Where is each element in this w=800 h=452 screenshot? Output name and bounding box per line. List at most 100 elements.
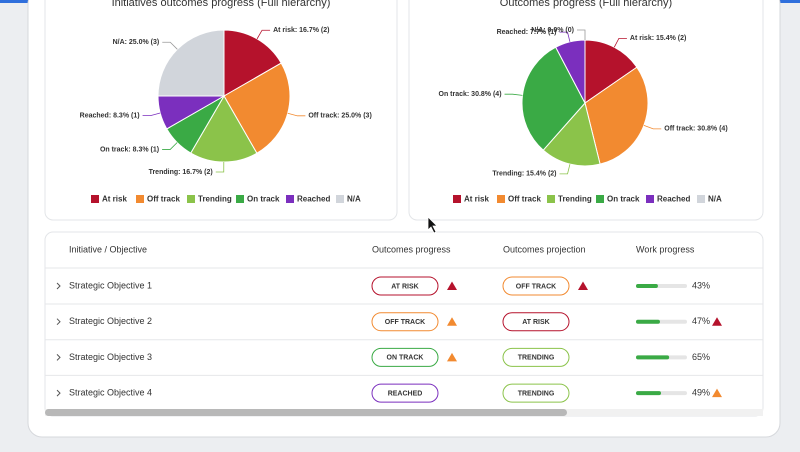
- status-label: AT RISK: [522, 319, 549, 326]
- row-name[interactable]: Strategic Objective 1: [69, 280, 152, 290]
- status-label: ON TRACK: [387, 355, 424, 362]
- legend-label[interactable]: Trending: [558, 195, 592, 204]
- leader-line: [256, 29, 271, 40]
- status-label: TRENDING: [518, 390, 555, 397]
- pie-slice: [542, 101, 601, 167]
- column-header: Initiative / Objective: [69, 244, 147, 254]
- progress-bar: [636, 391, 661, 396]
- slice-label: N/A: 25.0% (3): [113, 39, 160, 46]
- legend-swatch[interactable]: [187, 195, 195, 203]
- progress-bar: [636, 319, 660, 324]
- pie-slice: [190, 95, 258, 163]
- work-percent: 65%: [692, 352, 710, 362]
- status-label: AT RISK: [391, 283, 418, 290]
- slice-label: On track: 30.8% (4): [439, 91, 502, 98]
- slice-label: Trending: 15.4% (2): [492, 171, 556, 178]
- leader-line: [215, 161, 225, 173]
- work-percent: 49%: [692, 387, 710, 397]
- legend-label[interactable]: On track: [607, 195, 640, 204]
- leader-line: [162, 142, 178, 150]
- progress-bar: [636, 355, 670, 360]
- legend-swatch[interactable]: [236, 195, 244, 203]
- leader-line: [613, 37, 627, 48]
- progress-bar: [636, 284, 658, 288]
- scrollbar-thumb[interactable]: [45, 409, 567, 416]
- legend-swatch[interactable]: [453, 195, 461, 203]
- status-label: TRENDING: [518, 355, 555, 362]
- chart-title: Initiatives outcomes progress (Full hier…: [112, 0, 331, 9]
- leader-line: [559, 31, 571, 42]
- legend-label[interactable]: At risk: [102, 195, 127, 204]
- status-label: REACHED: [388, 390, 423, 397]
- legend-label[interactable]: Reached: [297, 195, 330, 204]
- leader-line: [142, 112, 161, 116]
- row-name[interactable]: Strategic Objective 4: [69, 387, 152, 397]
- legend-label[interactable]: On track: [247, 195, 280, 204]
- column-header: Work progress: [636, 244, 695, 254]
- legend-swatch[interactable]: [547, 195, 555, 203]
- status-pill: [502, 276, 570, 296]
- leader-line: [162, 41, 178, 50]
- status-label: OFF TRACK: [516, 283, 556, 290]
- leader-line: [577, 29, 586, 40]
- row-name[interactable]: Strategic Objective 3: [69, 352, 152, 362]
- legend-swatch[interactable]: [596, 195, 604, 203]
- expand-chevron[interactable]: [56, 354, 61, 361]
- status-pill: [371, 276, 439, 296]
- legend-label[interactable]: N/A: [708, 195, 722, 204]
- slice-label: At risk: 16.7% (2): [273, 27, 329, 34]
- row-name[interactable]: Strategic Objective 2: [69, 316, 152, 326]
- legend-label[interactable]: Off track: [508, 195, 541, 204]
- legend-label[interactable]: Trending: [198, 195, 232, 204]
- legend-label[interactable]: N/A: [347, 195, 361, 204]
- legend-swatch[interactable]: [286, 195, 294, 203]
- status-pill: [371, 312, 439, 332]
- leader-line: [504, 93, 523, 96]
- legend-swatch[interactable]: [646, 195, 654, 203]
- status-pill: [502, 312, 570, 332]
- pie-slice: [521, 46, 586, 151]
- chart-title: Outcomes progress (Full hierarchy): [500, 0, 672, 9]
- legend-label[interactable]: Reached: [657, 195, 690, 204]
- work-percent: 47%: [692, 316, 710, 326]
- warning-icon: [712, 388, 722, 398]
- column-header: Outcomes projection: [503, 244, 586, 254]
- slice-label: At risk: 15.4% (2): [630, 35, 686, 42]
- legend-swatch[interactable]: [136, 195, 144, 203]
- expand-chevron[interactable]: [56, 318, 61, 326]
- expand-chevron[interactable]: [56, 389, 61, 397]
- pie-slice: [584, 66, 649, 165]
- leader-line: [559, 164, 571, 175]
- warning-icon: [712, 317, 722, 326]
- legend-swatch[interactable]: [91, 195, 99, 203]
- status-pill: [502, 383, 570, 403]
- slice-label: Off track: 30.8% (4): [664, 126, 727, 133]
- leader-line: [287, 112, 306, 117]
- slice-label: Trending: 16.7% (2): [149, 169, 213, 176]
- legend-swatch[interactable]: [697, 195, 705, 203]
- legend-swatch[interactable]: [336, 195, 344, 203]
- status-pill: [371, 347, 439, 367]
- pie-slice: [223, 29, 282, 97]
- expand-chevron[interactable]: [56, 282, 61, 290]
- legend-label[interactable]: At risk: [464, 195, 489, 204]
- status-pill: [502, 347, 570, 367]
- status-pill: [371, 383, 439, 403]
- legend-swatch[interactable]: [497, 195, 505, 203]
- slice-label: On track: 8.3% (1): [100, 146, 159, 153]
- column-header: Outcomes progress: [372, 244, 451, 254]
- warning-icon: [578, 281, 588, 290]
- work-percent: 43%: [692, 280, 710, 290]
- slice-label: Reached: 7.7% (1): [497, 29, 557, 36]
- slice-label: Reached: 8.3% (1): [80, 112, 140, 119]
- cursor: [427, 216, 438, 234]
- warning-icon: [447, 317, 457, 326]
- legend-label[interactable]: Off track: [147, 195, 180, 204]
- status-label: OFF TRACK: [385, 319, 425, 326]
- leader-line: [643, 124, 662, 130]
- slice-label: N/A: 0.0% (0): [531, 27, 574, 34]
- warning-icon: [447, 352, 457, 362]
- slice-label: Off track: 25.0% (3): [308, 113, 371, 120]
